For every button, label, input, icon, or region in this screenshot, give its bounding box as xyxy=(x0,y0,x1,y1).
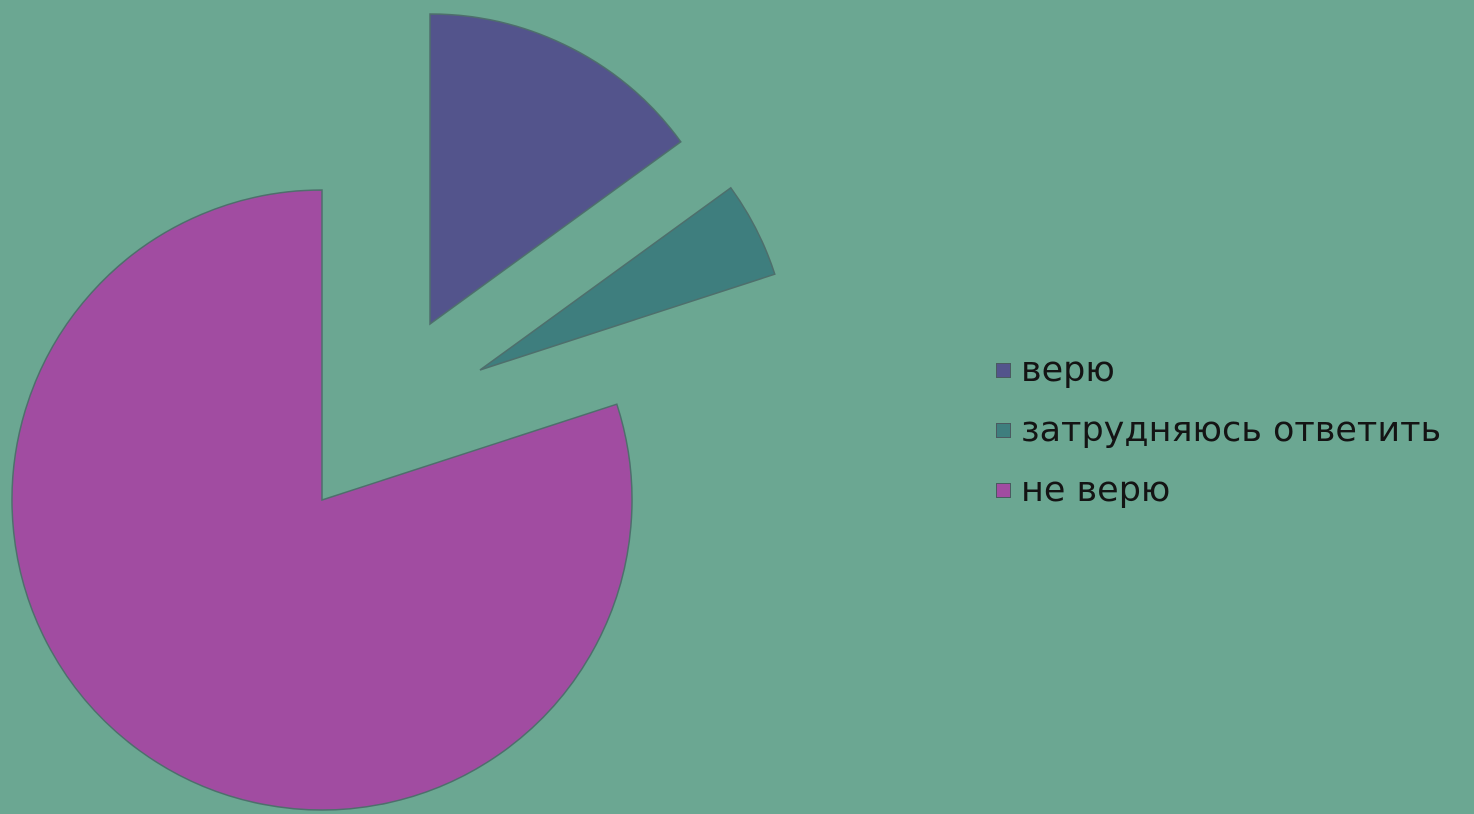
legend-swatch-believe xyxy=(996,362,1011,378)
legend-swatch-not-believe xyxy=(996,482,1011,498)
chart-legend: верю затрудняюсь ответить не верю xyxy=(996,340,1441,520)
legend-item-unsure: затрудняюсь ответить xyxy=(996,400,1441,460)
legend-label-believe: верю xyxy=(1021,349,1115,390)
legend-item-not-believe: не верю xyxy=(996,460,1441,520)
pie-slice-believe xyxy=(429,13,682,326)
legend-label-not-believe: не верю xyxy=(1021,469,1171,510)
pie-slice-not-believe xyxy=(11,189,633,811)
pie-slice-unsure xyxy=(479,186,776,371)
legend-item-believe: верю xyxy=(996,340,1441,400)
legend-swatch-unsure xyxy=(996,422,1011,438)
legend-label-unsure: затрудняюсь ответить xyxy=(1021,409,1442,450)
